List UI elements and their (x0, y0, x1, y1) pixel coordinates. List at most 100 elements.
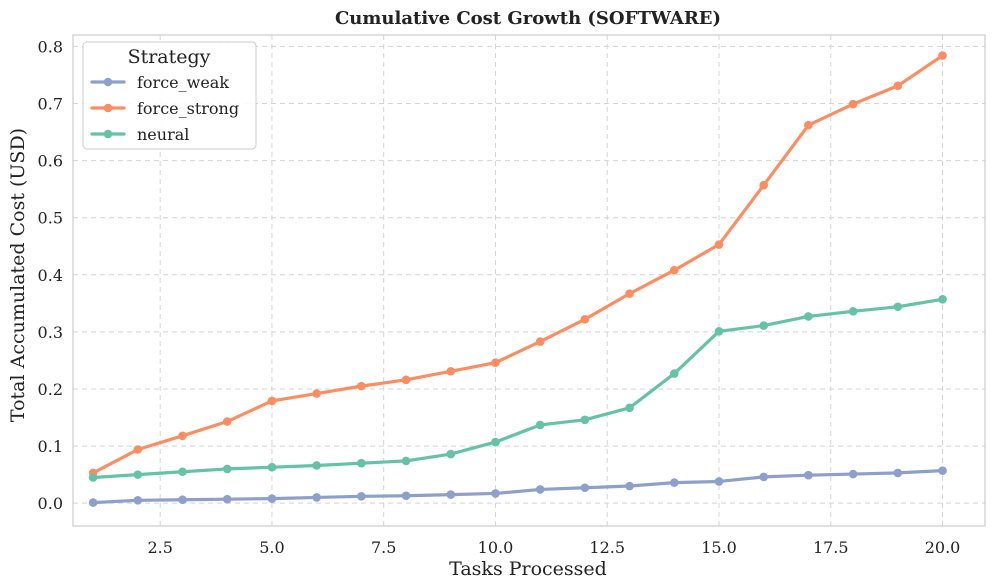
y-axis-title: Total Accumulated Cost (USD) (7, 128, 29, 422)
legend-marker (103, 129, 113, 139)
data-point (357, 492, 366, 501)
data-point (446, 449, 456, 459)
x-tick-label: 7.5 (371, 538, 396, 557)
y-tick-label: 0.6 (38, 152, 63, 171)
data-point (804, 470, 813, 480)
y-tick-label: 0.2 (38, 380, 63, 399)
data-point (491, 489, 500, 498)
data-point (267, 494, 277, 503)
chart-title: Cumulative Cost Growth (SOFTWARE) (335, 8, 721, 29)
legend-label: force_weak (137, 73, 229, 92)
data-point (535, 337, 545, 346)
data-point (133, 496, 143, 505)
series-lines (88, 51, 947, 507)
data-point (938, 295, 947, 304)
data-point (88, 498, 98, 507)
data-point (580, 415, 590, 425)
grid (73, 35, 985, 526)
data-point (267, 396, 277, 406)
data-point (178, 495, 187, 505)
data-point (357, 458, 366, 468)
data-point (759, 472, 769, 482)
data-point (893, 468, 903, 478)
data-point (938, 51, 947, 60)
series-neural (88, 295, 947, 482)
y-tick-label: 0.4 (38, 266, 63, 285)
data-point (535, 420, 545, 430)
y-tick-label: 0.3 (38, 323, 63, 342)
x-tick-label: 12.5 (589, 538, 625, 557)
data-point (848, 469, 858, 479)
x-tick-label: 10.0 (478, 538, 514, 557)
data-point (714, 240, 724, 249)
data-point (491, 437, 500, 447)
data-point (848, 307, 858, 316)
legend-entry-force-weak: force_weak (90, 73, 229, 92)
y-tick-label: 0.8 (38, 37, 63, 56)
data-point (714, 327, 724, 336)
x-tick-label: 20.0 (925, 538, 961, 557)
data-point (759, 180, 769, 190)
data-point (88, 473, 98, 482)
data-point (133, 470, 143, 479)
data-point (759, 321, 769, 330)
data-point (804, 120, 813, 130)
data-point (669, 265, 679, 275)
data-point (669, 478, 679, 487)
axis-ticks: 2.5 5.0 7.5 10.0 12.5 15.0 17.5 20.0 0.0 0.1 0.2 0.… (38, 37, 961, 557)
y-tick-label: 0.5 (38, 209, 63, 228)
data-point (580, 315, 590, 324)
data-point (446, 490, 456, 499)
data-point (267, 462, 277, 472)
x-axis-title: Tasks Processed (449, 558, 607, 580)
data-point (535, 485, 545, 494)
x-tick-label: 15.0 (701, 538, 737, 557)
data-point (804, 312, 813, 321)
data-point (938, 466, 947, 475)
data-point (222, 494, 232, 504)
data-point (625, 289, 634, 298)
y-tick-label: 0.0 (38, 494, 63, 513)
data-point (580, 483, 590, 493)
series-line (91, 297, 945, 480)
data-point (401, 491, 411, 501)
data-point (669, 369, 679, 378)
data-point (222, 417, 232, 426)
data-point (401, 456, 411, 466)
data-point (133, 445, 143, 454)
y-tick-label: 0.1 (38, 437, 63, 456)
legend-entry-force-strong: force_strong (90, 99, 239, 118)
data-point (491, 358, 500, 368)
data-point (401, 375, 411, 385)
data-point (893, 81, 903, 91)
data-point (714, 477, 724, 486)
legend-label: neural (137, 125, 189, 144)
data-point (625, 403, 634, 413)
plot-frame (72, 34, 986, 527)
data-point (893, 302, 903, 312)
data-point (312, 461, 321, 470)
legend-label: force_strong (137, 99, 239, 118)
legend-entry-neural: neural (90, 125, 189, 144)
series-line (91, 53, 945, 475)
y-tick-label: 0.7 (38, 95, 63, 114)
series-line (91, 469, 945, 505)
x-tick-label: 2.5 (147, 538, 172, 557)
data-point (178, 431, 187, 441)
legend-marker (103, 103, 113, 113)
legend-box (82, 41, 257, 150)
legend-marker (103, 77, 113, 87)
data-point (178, 467, 187, 477)
data-point (222, 464, 232, 474)
legend-title: Strategy (128, 46, 211, 68)
data-point (312, 389, 321, 398)
data-point (446, 366, 456, 376)
series-force-strong (88, 51, 947, 478)
data-point (312, 493, 321, 502)
series-force-weak (88, 466, 947, 507)
data-point (357, 381, 366, 391)
x-tick-label: 5.0 (259, 538, 284, 557)
x-tick-label: 17.5 (813, 538, 849, 557)
